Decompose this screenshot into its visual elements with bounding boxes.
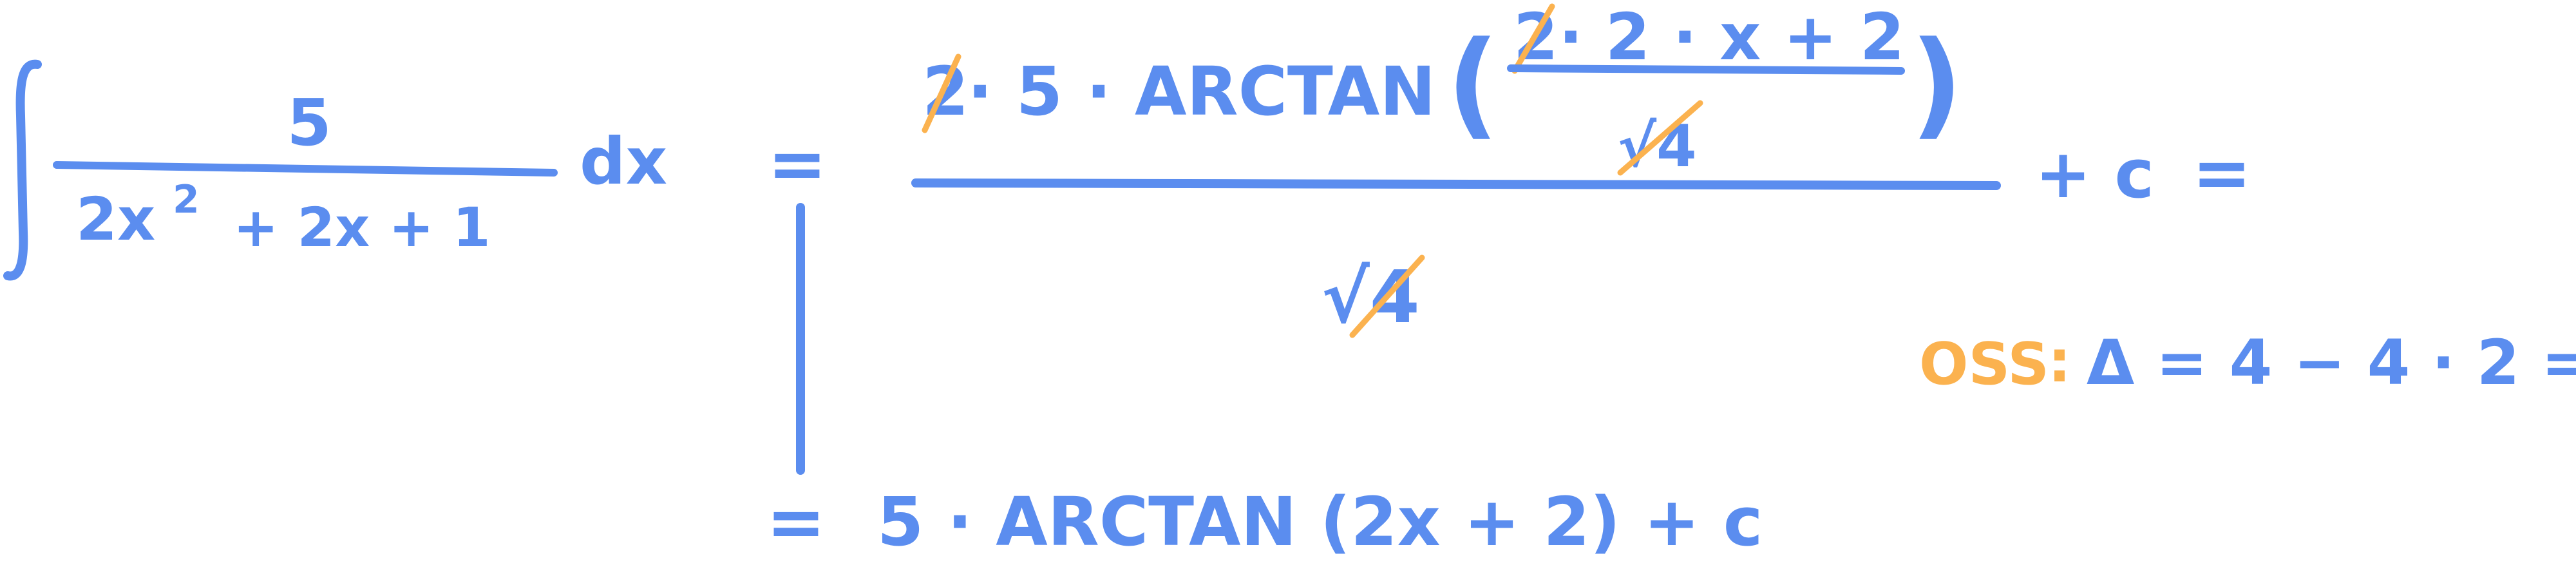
integrand-denominator-exponent: 2 xyxy=(173,177,200,222)
inner-fraction-bar xyxy=(1507,64,1905,75)
cancel-stroke-outer-denominator xyxy=(1349,254,1425,338)
equals-sign-3: = xyxy=(766,481,826,562)
integral-sign xyxy=(3,59,42,281)
note-label: OSS xyxy=(1919,330,2049,398)
integrand-numerator: 5 xyxy=(287,85,332,160)
integrand-denominator-coef: 2x xyxy=(76,185,155,254)
outer-denominator-sqrt: √4 xyxy=(1321,256,1420,340)
note-colon: : xyxy=(2048,328,2071,396)
main-fraction-bar xyxy=(911,178,2001,190)
integrand-denominator-rest: + 2x + 1 xyxy=(233,196,491,259)
cancel-stroke-leading-two xyxy=(922,53,961,133)
inner-denominator-sqrt: √4 xyxy=(1618,113,1697,180)
cancel-stroke-inner-two xyxy=(1511,3,1555,74)
equals-sign-2: = xyxy=(2192,131,2251,214)
paren-close: ) xyxy=(1910,17,1963,151)
integrand-fraction-bar xyxy=(53,161,558,177)
note-discriminant: Δ = 4 − 4 · 2 = − 4 xyxy=(2087,327,2576,399)
result-expression: 5 · ARCTAN (2x + 2) + c xyxy=(877,483,1763,561)
paren-open: ( xyxy=(1446,17,1499,151)
plus-constant: + c xyxy=(2035,135,2154,213)
cancel-stroke-inner-denominator xyxy=(1617,100,1703,176)
inner-numerator-rest: · 2 · x + 2 xyxy=(1558,0,1905,75)
numerator-prefix: · 5 · ARCTAN xyxy=(967,52,1435,131)
differential: dx xyxy=(580,124,667,199)
equals-sign-1: = xyxy=(768,122,827,205)
